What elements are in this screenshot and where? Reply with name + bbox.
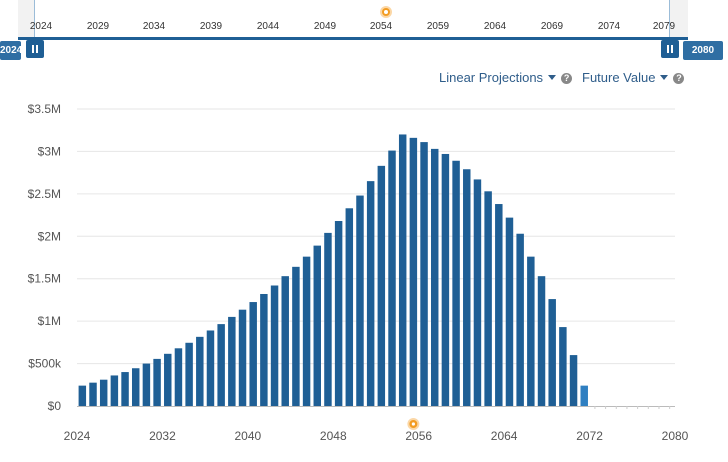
bar-2041[interactable] (260, 293, 268, 406)
bar-2065[interactable] (516, 233, 524, 406)
bar-2063[interactable] (495, 204, 503, 406)
x-tick-label: 2056 (405, 429, 432, 443)
range-start-handle-icon[interactable] (26, 40, 44, 58)
bar-2038[interactable] (228, 316, 236, 406)
bar-2037[interactable] (217, 324, 225, 406)
bar-2058[interactable] (441, 153, 450, 406)
bar-2031[interactable] (153, 358, 161, 406)
bar-2034[interactable] (185, 342, 193, 406)
range-tick: 2024 (29, 21, 53, 32)
bar-2046[interactable] (313, 245, 321, 406)
range-tick: 2064 (483, 21, 507, 32)
range-tick: 2059 (426, 21, 450, 32)
range-tick: 2049 (313, 21, 337, 32)
y-tick-label: $2.5M (28, 187, 61, 201)
range-tick: 2074 (597, 21, 621, 32)
x-tick-label: 2040 (235, 429, 262, 443)
x-tick-label: 2032 (149, 429, 176, 443)
caret-down-icon (660, 75, 669, 80)
bar-2064[interactable] (505, 217, 514, 406)
projection-dropdown-label: Linear Projections (439, 70, 544, 85)
value-help-icon[interactable]: ? (673, 73, 685, 84)
y-tick-label: $3.5M (28, 102, 61, 116)
retirement-marker-icon[interactable] (380, 6, 392, 18)
range-start-label: 2024 (0, 41, 22, 60)
bar-2066[interactable] (527, 256, 535, 406)
y-tick-label: $2M (38, 229, 61, 243)
range-tick: 2029 (86, 21, 110, 32)
bar-2050[interactable] (356, 195, 364, 406)
bar-2043[interactable] (281, 276, 289, 406)
x-tick-label: 2072 (576, 429, 603, 443)
bar-2067[interactable] (537, 276, 546, 406)
bar-2068[interactable] (548, 299, 556, 406)
bar-2070[interactable] (569, 355, 578, 406)
range-selector-track[interactable] (18, 37, 688, 40)
bar-2024[interactable] (78, 385, 87, 406)
bar-2033[interactable] (174, 348, 183, 406)
bar-2042[interactable] (270, 285, 279, 407)
caret-down-icon (548, 75, 557, 80)
range-tick: 2079 (652, 21, 676, 32)
bar-2029[interactable] (131, 368, 140, 406)
y-tick-label: $500k (28, 357, 62, 371)
range-selected-window[interactable] (34, 0, 670, 40)
bar-2059[interactable] (452, 160, 460, 406)
bar-2054[interactable] (398, 134, 407, 406)
bar-2040[interactable] (249, 302, 257, 406)
range-tick: 2044 (256, 21, 280, 32)
bar-2032[interactable] (164, 353, 172, 406)
y-tick-label: $1M (38, 314, 61, 328)
range-tick: 2034 (142, 21, 166, 32)
bar-2039[interactable] (238, 309, 247, 406)
bar-2044[interactable] (292, 266, 300, 406)
bar-2056[interactable] (420, 142, 428, 406)
bar-2061[interactable] (473, 179, 482, 406)
range-tick: 2054 (369, 21, 393, 32)
y-tick-label: $1.5M (28, 272, 61, 286)
x-tick-label: 2024 (64, 429, 91, 443)
bar-2062[interactable] (484, 191, 492, 406)
bar-2028[interactable] (121, 372, 129, 406)
x-tick-label: 2080 (662, 429, 689, 443)
range-tick: 2069 (540, 21, 564, 32)
retirement-marker-icon[interactable] (407, 418, 420, 430)
bar-2060[interactable] (463, 169, 471, 406)
bar-2051[interactable] (366, 181, 375, 406)
bar-2053[interactable] (388, 150, 396, 406)
bar-2036[interactable] (206, 330, 215, 406)
projection-help-icon[interactable]: ? (561, 73, 573, 84)
bar-2027[interactable] (110, 375, 119, 406)
bar-2055[interactable] (409, 137, 418, 406)
bar-2052[interactable] (377, 165, 386, 406)
bar-2071[interactable] (580, 385, 588, 406)
range-tick: 2039 (199, 21, 223, 32)
value-dropdown-label: Future Value (582, 70, 656, 85)
bar-2048[interactable] (334, 221, 343, 406)
y-tick-label: $3M (38, 144, 61, 158)
bar-2047[interactable] (324, 232, 332, 406)
bar-2045[interactable] (302, 256, 311, 406)
value-dropdown[interactable]: Future Value? (582, 70, 685, 85)
bar-2026[interactable] (99, 379, 108, 406)
y-tick-label: $0 (48, 399, 62, 413)
bar-2049[interactable] (345, 208, 354, 406)
bar-2057[interactable] (430, 148, 439, 406)
bar-2035[interactable] (196, 336, 204, 406)
x-tick-label: 2064 (491, 429, 518, 443)
bar-2030[interactable] (142, 363, 151, 406)
range-end-label: 2080 (683, 41, 723, 60)
future-value-bar-chart: $0 $500k $1M $1.5M $2M $2.5M $3M $3.5M 2024 2032… (28, 102, 689, 443)
bar-2069[interactable] (559, 327, 567, 406)
bar-2025[interactable] (89, 382, 97, 406)
projection-dropdown[interactable]: Linear Projections? (439, 70, 573, 85)
x-tick-label: 2048 (320, 429, 347, 443)
range-end-handle-icon[interactable] (661, 40, 679, 58)
